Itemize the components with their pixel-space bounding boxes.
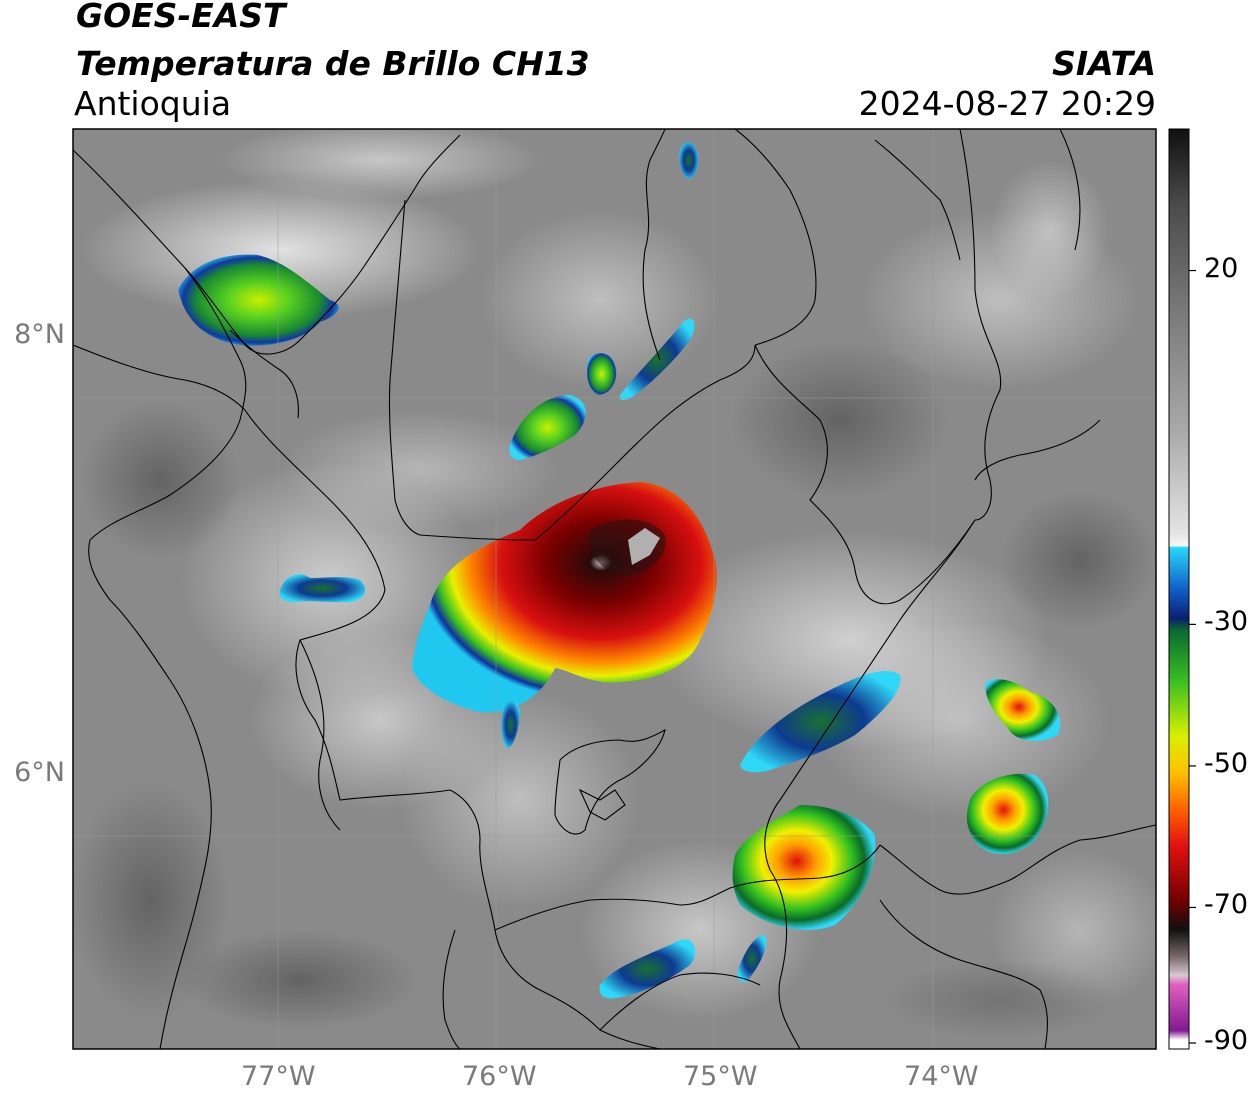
colorbar-tick-label: -90 xyxy=(1204,1025,1249,1056)
border-cordoba xyxy=(534,344,756,541)
lon-label: 74°W xyxy=(904,1061,979,1092)
lat-label: 6°N xyxy=(14,757,65,789)
storm-north-cell-1 xyxy=(509,395,586,460)
border-caldas xyxy=(494,844,881,931)
storm-east xyxy=(966,773,1049,855)
storm-main-peak xyxy=(628,528,660,565)
colorbar xyxy=(1168,128,1190,1050)
product-title: Temperatura de Brillo CH13 xyxy=(76,44,590,83)
border-east-1 xyxy=(1059,129,1081,251)
border-south-east xyxy=(879,899,1048,1049)
lon-label: 76°W xyxy=(461,1061,537,1092)
coastline-uraba xyxy=(184,267,247,421)
colorbar-tick-label: 20 xyxy=(1204,252,1239,284)
lat-label: 8°N xyxy=(14,319,65,351)
colorbar-tick-label: -50 xyxy=(1204,747,1249,779)
colorbar-tick-label: -30 xyxy=(1204,606,1249,638)
borders xyxy=(73,129,1156,1049)
map-frame xyxy=(72,128,1157,1050)
border-santander-east xyxy=(959,129,1002,521)
region-label: Antioquia xyxy=(74,84,232,123)
colorbar-tick-label: -70 xyxy=(1204,889,1249,921)
border-bolivar xyxy=(734,129,817,346)
coastline-gulf xyxy=(229,329,299,419)
storm-south-band xyxy=(599,939,696,999)
lon-label: 75°W xyxy=(683,1061,758,1092)
border-river-atrato xyxy=(299,639,341,831)
storm-uraba xyxy=(178,254,339,346)
border-east-2 xyxy=(974,419,1101,481)
storm-south-lobe xyxy=(737,935,767,982)
storm-main-tail xyxy=(501,701,520,749)
border-valle xyxy=(442,929,461,1049)
border-municipal-1 xyxy=(554,728,666,835)
colorbar-ticks xyxy=(1189,269,1196,1044)
storm-north-cell-2 xyxy=(586,353,617,395)
storm-north-tiny xyxy=(679,142,699,179)
agency-label: SIATA xyxy=(1052,44,1156,83)
border-sucre xyxy=(642,129,666,361)
satellite-title: GOES-EAST xyxy=(76,0,286,35)
border-cundinamarca xyxy=(769,869,801,1049)
border-cesar xyxy=(874,139,961,261)
storm-west-cell xyxy=(279,574,366,603)
storm-east-north xyxy=(985,679,1061,741)
border-antioquia-west xyxy=(244,409,451,801)
border-panama xyxy=(73,344,246,411)
datetime-label: 2024-08-27 20:29 xyxy=(858,84,1156,123)
border-boyaca xyxy=(879,824,1156,895)
border-magdalena xyxy=(764,519,976,871)
border-municipal-2 xyxy=(578,788,626,821)
border-santander-west xyxy=(754,344,976,605)
border-choco-west xyxy=(88,419,241,1049)
storm-north-band xyxy=(619,318,695,401)
border-antioquia-north xyxy=(388,199,536,541)
coastline-caribbean xyxy=(73,134,461,355)
border-south-west xyxy=(599,972,761,1031)
storm-magdalena-band xyxy=(740,670,901,773)
lon-label: 77°W xyxy=(240,1061,316,1092)
